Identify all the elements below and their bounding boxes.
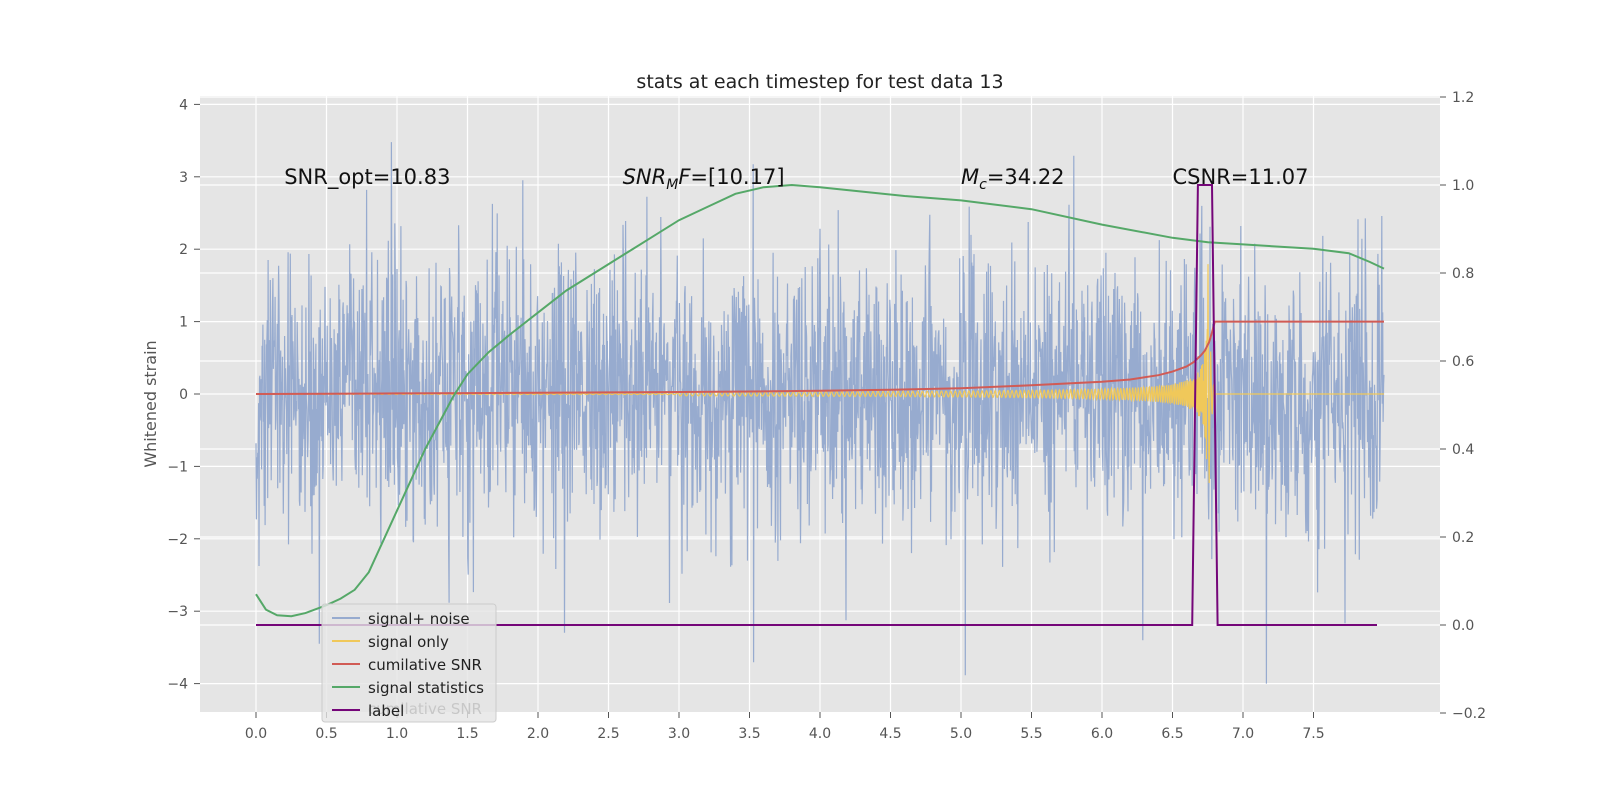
x-tick-label: 2.5 xyxy=(597,726,619,742)
x-tick-label: 0.5 xyxy=(315,726,337,742)
legend-item-label: signal statistics xyxy=(368,679,484,697)
y2-tick-label: −0.2 xyxy=(1452,706,1486,722)
y-tick-label: −1 xyxy=(167,459,188,475)
legend: cumilative SNR signal+ noise signal only cu… xyxy=(321,603,497,723)
x-tick-label: 0.0 xyxy=(245,726,267,742)
y-tick-label: 1 xyxy=(179,315,188,331)
x-tick-label: 7.0 xyxy=(1232,726,1254,742)
y2-tick-label: 0.2 xyxy=(1452,530,1474,546)
y-tick-label: 0 xyxy=(179,387,188,403)
x-tick-label: 5.5 xyxy=(1020,726,1042,742)
y-tick-label: 2 xyxy=(179,242,188,258)
y2-tick-label: 1.0 xyxy=(1452,178,1474,194)
y2-tick-label: 0.4 xyxy=(1452,442,1474,458)
y2-tick-label: 0.0 xyxy=(1452,618,1474,634)
axes: 0.0 0.5 1.0 1.5 2.0 2.5 3.0 3.5 4.0 4.5 5.0 5.5 6.0 6… xyxy=(167,90,1486,742)
annotations: SNR_opt=10.83 SNRMF=[10.17] Mc=34.22 CSNR=1… xyxy=(284,165,1308,193)
x-tick-label: 6.0 xyxy=(1091,726,1113,742)
y-tick-label: −3 xyxy=(167,604,188,620)
y-tick-label: 3 xyxy=(179,170,188,186)
y2-tick-label: 0.6 xyxy=(1452,354,1474,370)
annotation-label: SNR_opt=10.83 xyxy=(284,165,450,190)
x-tick-label: 3.0 xyxy=(668,726,690,742)
legend-ghost-text: cumilative SNR xyxy=(368,700,482,718)
y2-tick-label: 0.8 xyxy=(1452,266,1474,282)
x-tick-label: 6.5 xyxy=(1161,726,1183,742)
annotation-label: SNRMF=[10.17] xyxy=(623,165,785,193)
series-label xyxy=(256,184,1377,626)
x-tick-label: 5.0 xyxy=(950,726,972,742)
x-tick-label: 4.5 xyxy=(879,726,901,742)
x-tick-label: 2.0 xyxy=(527,726,549,742)
y-axis-label: Whitened strain xyxy=(141,340,160,467)
y-tick-label: 4 xyxy=(179,97,188,113)
annotation-label: CSNR=11.07 xyxy=(1173,165,1309,189)
x-tick-label: 3.5 xyxy=(738,726,760,742)
series-lines xyxy=(255,142,1385,684)
x-tick-label: 7.5 xyxy=(1302,726,1324,742)
legend-item-label: cumilative SNR xyxy=(368,656,482,674)
series-signal-statistics xyxy=(255,183,1385,618)
x-tick-label: 1.5 xyxy=(456,726,478,742)
legend-item-label: label xyxy=(368,702,404,720)
chart-title: stats at each timestep for test data 13 xyxy=(636,71,1003,93)
x-tick-label: 4.0 xyxy=(809,726,831,742)
y-tick-label: −4 xyxy=(167,677,188,693)
series-cumilative-snr xyxy=(255,320,1384,395)
legend-item-label: signal only xyxy=(368,633,449,651)
legend-box xyxy=(321,603,497,723)
y-tick-label: −2 xyxy=(167,532,188,548)
x-tick-label: 1.0 xyxy=(386,726,408,742)
annotation-label: Mc=34.22 xyxy=(961,165,1065,193)
legend-item-label: signal+ noise xyxy=(368,610,470,628)
y2-tick-label: 1.2 xyxy=(1452,90,1474,106)
